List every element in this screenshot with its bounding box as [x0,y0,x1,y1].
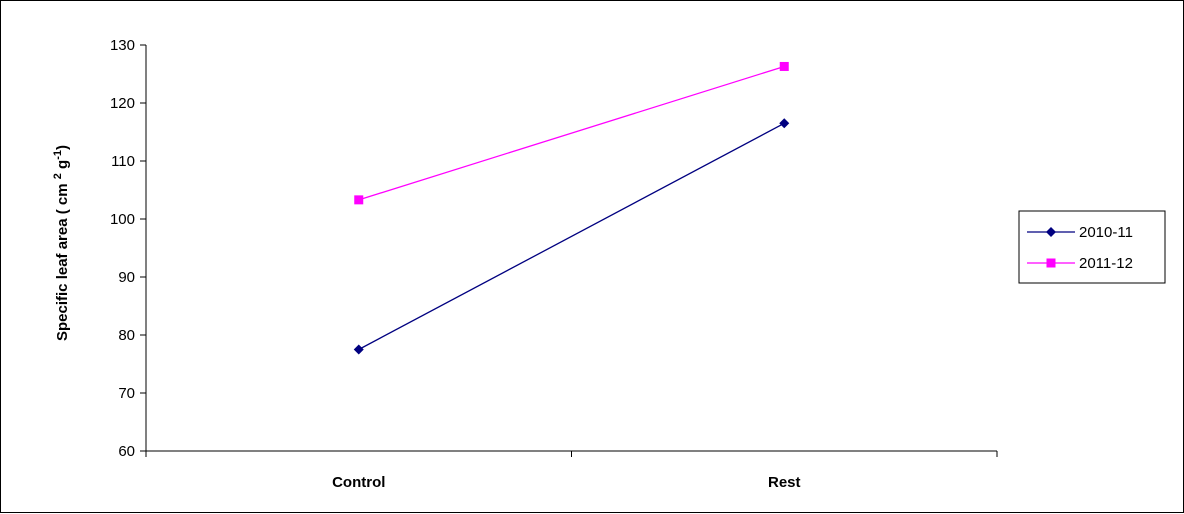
legend-item: 2011-12 [1027,255,1133,272]
x-category-label: Rest [768,474,801,491]
legend-label: 2010-11 [1079,224,1133,241]
legend: 2010-11 2011-12 [1018,210,1166,284]
x-axis-ticks: Control Rest [145,451,998,491]
data-point [354,195,364,205]
y-axis-title: Specific leaf area ( cm 2 g-1) [52,145,71,341]
y-tick-label: 130 [110,37,135,54]
series-2010-11 [353,118,790,355]
legend-marker [1046,258,1056,268]
series-group [353,61,790,355]
y-tick-label: 80 [118,327,135,344]
series-line [358,65,785,201]
series-2011-12 [354,61,789,205]
y-tick-label: 120 [110,95,135,112]
legend-label: 2011-12 [1079,255,1133,272]
y-tick-label: 100 [110,211,135,228]
x-category-label: Control [332,474,385,491]
legend-box [1018,210,1166,284]
y-tick-label: 90 [118,269,135,286]
y-title-mid: g [54,160,71,173]
y-title-main: Specific leaf area ( cm [54,179,71,341]
data-point [779,61,789,71]
legend-marker [1046,227,1056,237]
legend-item: 2010-11 [1027,224,1133,241]
y-title-end: ) [54,145,71,150]
y-title-sup-1: 2 [52,173,64,179]
y-tick-label: 70 [118,385,135,402]
y-tick-label: 110 [111,153,135,170]
y-title-sup-2: -1 [52,150,64,160]
data-point [353,344,364,355]
y-axis-ticks: 60 70 80 90 100 110 120 130 [110,37,146,460]
series-line [358,122,785,351]
data-point [779,118,790,129]
y-tick-label: 60 [118,443,135,460]
axes [145,45,997,452]
